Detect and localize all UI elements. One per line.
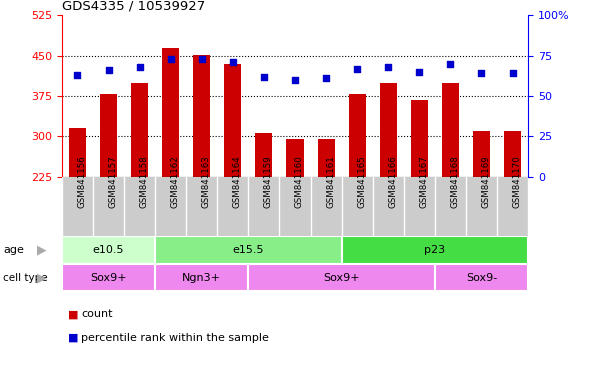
Text: Ngn3+: Ngn3+ <box>182 273 221 283</box>
Bar <box>69 128 86 177</box>
Point <box>415 69 424 75</box>
Bar <box>473 131 490 177</box>
Text: GSM841161: GSM841161 <box>326 155 335 208</box>
Bar <box>255 132 273 177</box>
Text: age: age <box>3 245 24 255</box>
Point <box>166 56 175 62</box>
Point <box>197 56 206 62</box>
Point <box>384 64 393 70</box>
Text: GSM841169: GSM841169 <box>481 155 490 208</box>
Point <box>73 72 82 78</box>
Text: cell type: cell type <box>3 273 48 283</box>
Point <box>259 74 268 80</box>
Text: p23: p23 <box>424 245 445 255</box>
Text: GDS4335 / 10539927: GDS4335 / 10539927 <box>62 0 205 13</box>
Text: GSM841159: GSM841159 <box>264 155 273 208</box>
Text: GSM841162: GSM841162 <box>171 155 180 208</box>
Text: GSM841157: GSM841157 <box>109 155 117 208</box>
Text: GSM841166: GSM841166 <box>388 155 397 208</box>
Text: Sox9+: Sox9+ <box>323 273 360 283</box>
Text: GSM841170: GSM841170 <box>513 155 522 208</box>
Bar <box>62 236 155 264</box>
Bar <box>131 83 148 177</box>
Text: GSM841167: GSM841167 <box>419 155 428 208</box>
Text: e10.5: e10.5 <box>93 245 124 255</box>
Bar <box>342 236 528 264</box>
Bar <box>411 100 428 177</box>
Bar <box>162 48 179 177</box>
Text: e15.5: e15.5 <box>232 245 264 255</box>
Text: GSM841163: GSM841163 <box>202 155 211 208</box>
Point <box>135 64 145 70</box>
Text: GSM841160: GSM841160 <box>295 155 304 208</box>
Text: GSM841158: GSM841158 <box>140 155 149 208</box>
Text: GSM841164: GSM841164 <box>233 155 242 208</box>
Text: Sox9+: Sox9+ <box>90 273 127 283</box>
Point <box>228 59 238 65</box>
Point <box>352 66 362 72</box>
Point <box>290 77 300 83</box>
Bar <box>380 83 396 177</box>
Text: ■: ■ <box>68 310 78 319</box>
Point <box>508 70 517 76</box>
Bar <box>317 139 335 177</box>
Text: count: count <box>81 310 113 319</box>
Bar <box>224 64 241 177</box>
Text: percentile rank within the sample: percentile rank within the sample <box>81 333 269 343</box>
Text: GSM841165: GSM841165 <box>357 155 366 208</box>
Bar <box>442 83 459 177</box>
Bar <box>62 264 155 291</box>
Point <box>477 70 486 76</box>
Text: Sox9-: Sox9- <box>466 273 497 283</box>
Bar <box>100 94 117 177</box>
Text: ■: ■ <box>68 333 78 343</box>
Bar <box>248 264 435 291</box>
Text: ▶: ▶ <box>37 271 47 284</box>
Bar <box>155 264 248 291</box>
Bar <box>349 94 366 177</box>
Bar <box>504 131 521 177</box>
Text: GSM841168: GSM841168 <box>450 155 460 208</box>
Bar <box>435 264 528 291</box>
Bar <box>194 55 210 177</box>
Bar <box>155 236 342 264</box>
Point <box>322 75 331 81</box>
Text: ▶: ▶ <box>37 243 47 257</box>
Text: GSM841156: GSM841156 <box>77 155 87 208</box>
Point <box>445 61 455 67</box>
Point <box>104 67 113 73</box>
Bar <box>287 139 303 177</box>
